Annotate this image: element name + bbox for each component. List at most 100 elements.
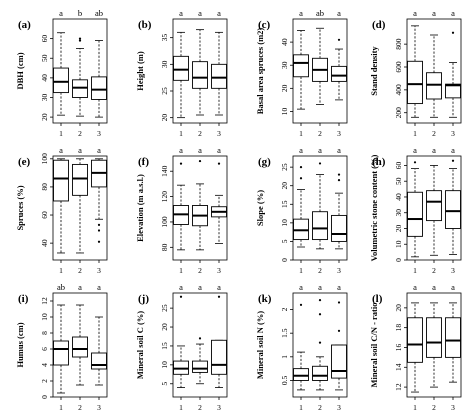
y-tick-label: 12 bbox=[40, 297, 49, 305]
y-tick-label: 400 bbox=[394, 84, 403, 96]
y-tick-label: 16 bbox=[394, 343, 403, 351]
y-tick-label: 2 bbox=[280, 307, 289, 311]
y-tick-label: 0.5 bbox=[280, 376, 289, 386]
box-1 bbox=[53, 158, 69, 254]
x-tick-label: 2 bbox=[78, 129, 82, 138]
y-tick-label: 5 bbox=[280, 239, 289, 243]
iqr-box bbox=[331, 214, 347, 242]
significance-letter: a bbox=[451, 282, 455, 292]
y-tick-label: 40 bbox=[40, 239, 49, 247]
x-tick-label: 2 bbox=[78, 403, 82, 412]
box-2 bbox=[426, 165, 442, 256]
significance-letter: a bbox=[198, 145, 202, 155]
y-axis-label: Basal area spruces (m2) bbox=[255, 28, 265, 115]
y-tick-label: 1 bbox=[280, 355, 289, 359]
y-tick-label: 6 bbox=[40, 347, 49, 351]
y-tick-label: 10 bbox=[394, 240, 403, 248]
panel-l: (l)Mineral soil C/N - ratio 12 14 16 18 20 1 a 2… bbox=[369, 282, 462, 412]
iqr-box bbox=[293, 368, 309, 381]
y-tick-label: 40 bbox=[40, 74, 49, 82]
y-tick-label: 5 bbox=[160, 382, 169, 386]
significance-letter: a bbox=[413, 145, 417, 155]
x-tick-label: 3 bbox=[97, 266, 101, 275]
y-tick-label: 25 bbox=[280, 163, 289, 171]
panel-label: (c) bbox=[258, 19, 271, 31]
y-tick-label: 30 bbox=[40, 93, 49, 101]
y-tick-label: 20 bbox=[40, 113, 49, 121]
panel-e: (e) Spruces (%) 40 60 80 100 1 a 2 a 3 a bbox=[15, 145, 108, 275]
x-tick-label: 3 bbox=[337, 129, 341, 138]
panel-c: (c)Basal area spruces (m2) 10 20 30 40 1 a 2 ab 3… bbox=[255, 8, 348, 138]
x-tick-label: 3 bbox=[451, 403, 455, 412]
outlier-point bbox=[97, 229, 101, 232]
box-1 bbox=[407, 161, 423, 258]
significance-letter: a bbox=[299, 8, 303, 18]
significance-letter: a bbox=[198, 8, 202, 18]
panel-label: (j) bbox=[138, 293, 149, 305]
iqr-box bbox=[426, 190, 442, 222]
y-tick-label: 100 bbox=[160, 216, 169, 228]
y-axis-label: Slope (%) bbox=[255, 190, 265, 226]
y-axis-label: Mineral soil N (%) bbox=[255, 311, 265, 379]
panel-label: (l) bbox=[372, 293, 383, 305]
box-1 bbox=[293, 166, 309, 248]
significance-letter: a bbox=[179, 282, 183, 292]
panel-f: (f) Elevation (m a.s.l.) 80 100 120 140 1 a 2 a 3 a bbox=[135, 145, 228, 275]
outlier-point bbox=[97, 240, 101, 243]
panel-k: (k) Mineral soil N (%) 0.5 1 1.5 2 1 a 2 a 3 a bbox=[255, 282, 348, 412]
iqr-box bbox=[445, 83, 461, 99]
y-tick-label: 60 bbox=[40, 211, 49, 219]
y-tick-label: 20 bbox=[160, 323, 169, 331]
box-3 bbox=[331, 173, 347, 250]
y-axis-label: Height (m) bbox=[135, 51, 145, 91]
outlier-point bbox=[217, 295, 221, 298]
outlier-point bbox=[198, 159, 202, 163]
box-3 bbox=[331, 38, 347, 101]
y-tick-label: 14 bbox=[394, 363, 403, 371]
box-1 bbox=[173, 162, 189, 251]
y-tick-label: 25 bbox=[160, 87, 169, 95]
iqr-box bbox=[91, 76, 107, 100]
x-tick-label: 1 bbox=[299, 266, 303, 275]
x-tick-label: 1 bbox=[179, 266, 183, 275]
panel-d: (d) Stand density 200 400 600 800 1 a 2 a 3 a bbox=[369, 8, 462, 138]
significance-letter: a bbox=[59, 8, 63, 18]
iqr-box bbox=[312, 365, 328, 381]
outlier-point bbox=[337, 329, 341, 332]
box-1 bbox=[53, 32, 69, 116]
y-tick-label: 100 bbox=[40, 153, 49, 165]
box-2 bbox=[192, 159, 208, 251]
x-tick-label: 3 bbox=[337, 266, 341, 275]
significance-letter: a bbox=[179, 145, 183, 155]
x-tick-label: 1 bbox=[299, 403, 303, 412]
y-tick-label: 60 bbox=[394, 161, 403, 169]
y-tick-label: 10 bbox=[40, 313, 49, 321]
x-tick-label: 1 bbox=[59, 266, 63, 275]
y-tick-label: 30 bbox=[280, 61, 289, 69]
significance-letter: ab bbox=[316, 8, 324, 18]
iqr-box bbox=[407, 317, 423, 363]
significance-letter: a bbox=[413, 8, 417, 18]
outlier-point bbox=[78, 37, 82, 40]
x-tick-label: 2 bbox=[318, 403, 322, 412]
y-axis-label: Stand density bbox=[369, 46, 379, 96]
y-tick-label: 10 bbox=[280, 219, 289, 227]
outlier-point bbox=[451, 31, 455, 34]
iqr-box bbox=[53, 159, 69, 202]
x-tick-label: 1 bbox=[413, 266, 417, 275]
panel-h: (h)Volumetric stone content (%) 0 10 20 30 40… bbox=[369, 145, 462, 275]
iqr-box bbox=[445, 317, 461, 358]
box-3 bbox=[211, 31, 227, 116]
y-tick-label: 10 bbox=[280, 107, 289, 115]
significance-letter: a bbox=[217, 8, 221, 18]
panel-label: (k) bbox=[258, 293, 272, 305]
outlier-point bbox=[337, 38, 341, 41]
y-axis-label: DBH (cm) bbox=[15, 52, 25, 89]
panel-b: (b) Height (m) 20 25 30 35 1 a 2 a 3 a bbox=[135, 8, 228, 138]
panel-label: (b) bbox=[138, 19, 152, 31]
panel-i: (i) Humus (cm) 0 2 4 6 8 10 12 1 ab 2 a 3 a bbox=[15, 282, 108, 412]
box-2 bbox=[426, 302, 442, 388]
panel-label: (e) bbox=[18, 156, 31, 168]
significance-letter: a bbox=[78, 282, 82, 292]
y-tick-label: 60 bbox=[40, 35, 49, 43]
